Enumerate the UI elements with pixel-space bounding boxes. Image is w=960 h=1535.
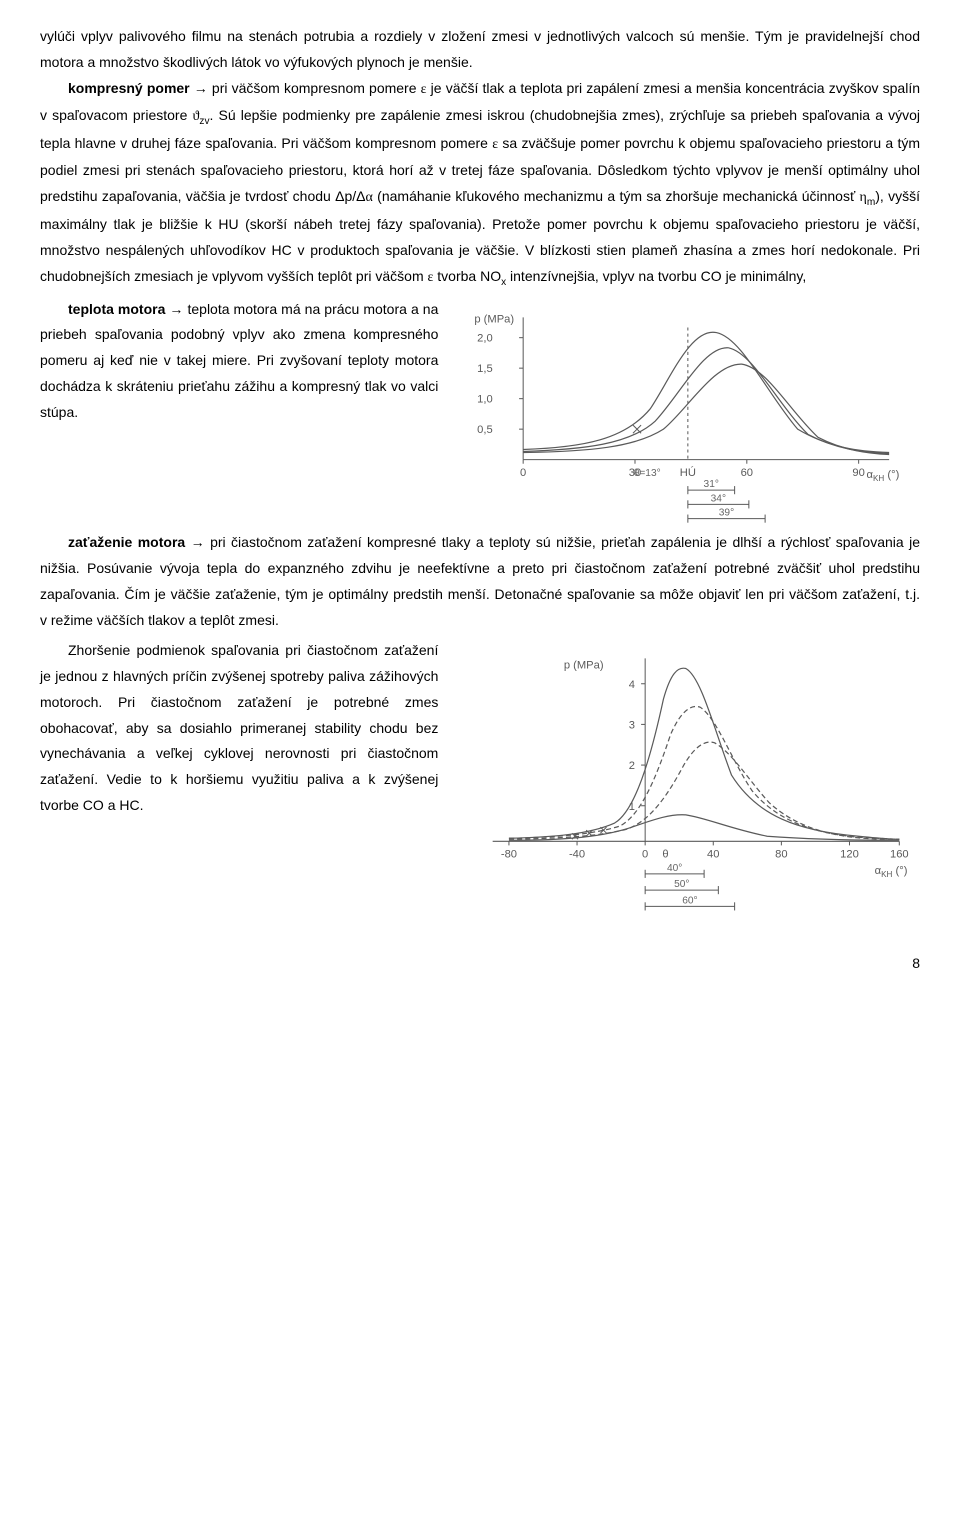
text-figure-row: teplota motora → teplota motora má na pr… <box>40 297 920 531</box>
body-paragraph: kompresný pomer → pri väčšom kompresnom … <box>40 76 920 293</box>
y-axis-label: p (MPa) <box>475 313 515 325</box>
body-paragraph: Zhoršenie podmienok spaľovania pri čiast… <box>40 638 438 819</box>
y-tick-label: 3 <box>629 719 635 731</box>
figure-column: p (MPa) 2,0 1,5 1,0 0,5 0 30 60 90 αKH (… <box>452 297 920 531</box>
x-tick-label: 160 <box>890 849 909 861</box>
arrow-icon: → <box>185 534 210 550</box>
y-tick-label: 4 <box>629 679 635 691</box>
x-tick-label: -80 <box>501 849 517 861</box>
text-figure-row: Zhoršenie podmienok spaľovania pri čiast… <box>40 638 920 923</box>
dim-label: 60° <box>683 895 698 906</box>
text-column: teplota motora → teplota motora má na pr… <box>40 297 438 426</box>
body-text: tvorba NO <box>433 268 501 284</box>
y-tick-label: 1,0 <box>477 393 493 405</box>
x-tick-label: 120 <box>841 849 860 861</box>
y-tick-label: 1,5 <box>477 363 493 375</box>
dim-label: 50° <box>674 879 689 890</box>
x-tick-label: 0 <box>520 466 526 478</box>
pressure-angle-chart-2: p (MPa) 4 3 2 1 -80 -40 0 40 80 120 160 … <box>452 638 920 923</box>
arrow-icon: → <box>165 301 187 317</box>
subscript: m <box>867 197 875 208</box>
dim-label: 40° <box>667 863 682 874</box>
x-tick-label: 60 <box>741 466 753 478</box>
x-axis-label: αKH (°) <box>875 865 908 879</box>
y-tick-label: 0,5 <box>477 424 493 436</box>
body-text: teplota motora má na prácu motora a na p… <box>40 301 438 421</box>
body-text: intenzívnejšia, vplyv na tvorbu CO je mi… <box>506 268 806 284</box>
dim-label: 34° <box>711 493 726 504</box>
x-tick-label: 80 <box>776 849 788 861</box>
body-paragraph: vylúči vplyv palivového filmu na stenách… <box>40 24 920 76</box>
x-tick-label: 40 <box>707 849 719 861</box>
symbol-alpha: α <box>366 190 373 205</box>
y-axis-label: p (MPa) <box>564 659 604 671</box>
symbol-eta: η <box>860 190 867 205</box>
text-column: Zhoršenie podmienok spaľovania pri čiast… <box>40 638 438 819</box>
body-paragraph: zaťaženie motora → pri čiastočnom zaťaže… <box>40 530 920 634</box>
figure-column: p (MPa) 4 3 2 1 -80 -40 0 40 80 120 160 … <box>452 638 920 923</box>
x-tick-label: -40 <box>569 849 585 861</box>
pressure-angle-chart-1: p (MPa) 2,0 1,5 1,0 0,5 0 30 60 90 αKH (… <box>452 297 920 531</box>
term-label: zaťaženie motora <box>68 534 185 550</box>
body-text: pri väčšom kompresnom pomere <box>212 80 421 96</box>
page-number: 8 <box>40 951 920 977</box>
body-paragraph: teplota motora → teplota motora má na pr… <box>40 297 438 426</box>
arrow-icon: → <box>190 80 212 96</box>
term-label: teplota motora <box>68 301 165 317</box>
term-label: kompresný pomer <box>68 80 190 96</box>
ref-label: HÚ <box>680 465 696 478</box>
y-tick-label: 2,0 <box>477 332 493 344</box>
body-text: (namáhanie kľukového mechanizmu a tým sa… <box>373 188 860 204</box>
x-tick-label: 0 <box>642 849 648 861</box>
y-tick-label: 2 <box>629 760 635 772</box>
x-tick-label: 90 <box>853 466 865 478</box>
dim-label: 31° <box>704 479 719 490</box>
x-axis-label: αKH (°) <box>867 468 900 482</box>
subscript: zv <box>199 115 209 126</box>
dim-label: 39° <box>719 507 734 518</box>
theta-label: θ=13° <box>634 467 661 478</box>
theta-label: θ <box>663 849 669 861</box>
